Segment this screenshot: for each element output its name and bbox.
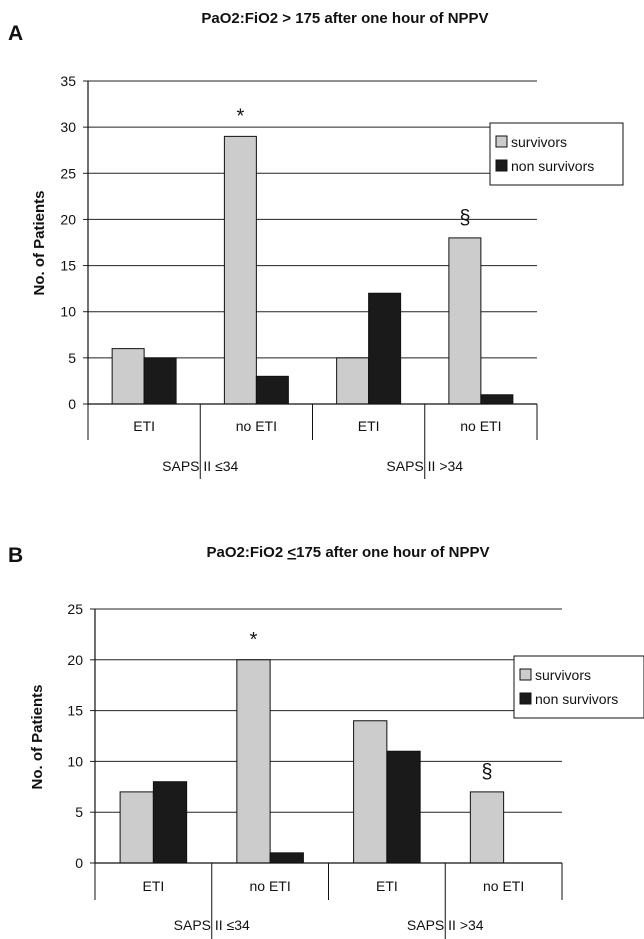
y-tick-label: 5 xyxy=(68,350,76,366)
bars-b xyxy=(119,659,505,864)
bar-survivors xyxy=(336,357,370,405)
y-tick-label: 0 xyxy=(75,855,83,871)
y-tick-label: 25 xyxy=(67,601,83,617)
x-category-label: ETI xyxy=(142,878,164,894)
category-labels-a: ETI no ETI ETI no ETI xyxy=(133,418,501,434)
chart-panel-a: A PaO2:FiO2 > 175 after one hour of NPPV… xyxy=(8,10,624,479)
y-axis-label-b: No. of Patients xyxy=(29,684,46,789)
y-tick-label: 0 xyxy=(68,396,76,412)
legend-swatch xyxy=(519,692,532,705)
legend-label: non survivors xyxy=(535,691,618,707)
y-tick-label: 15 xyxy=(60,258,76,274)
significance-section-mark: § xyxy=(481,761,492,783)
bar-non-survivors xyxy=(480,394,514,405)
legend-swatch xyxy=(495,159,508,172)
x-category-label: ETI xyxy=(376,878,398,894)
x-category-label: no ETI xyxy=(236,418,277,434)
significance-section-mark: § xyxy=(459,207,470,229)
annotations-b: *§ xyxy=(250,629,493,783)
y-tick-label: 10 xyxy=(60,304,76,320)
legend-label: non survivors xyxy=(511,158,594,174)
category-labels-b: ETI no ETI ETI no ETI xyxy=(142,878,524,894)
chart-title-a: PaO2:FiO2 > 175 after one hour of NPPV xyxy=(201,10,488,27)
bar-non-survivors xyxy=(152,781,188,864)
x-group-label: SAPS II >34 xyxy=(407,917,484,933)
x-group-label: SAPS II ≤34 xyxy=(162,458,238,474)
x-category-label: no ETI xyxy=(250,878,291,894)
bar-non-survivors xyxy=(269,852,304,864)
chart-title-b: PaO2:FiO2 <175 after one hour of NPPV xyxy=(207,544,490,561)
bar-survivors xyxy=(119,791,154,864)
legend-a: survivors non survivors xyxy=(489,122,624,186)
legend-box xyxy=(489,122,624,186)
axes-b xyxy=(94,609,563,939)
y-tick-label: 10 xyxy=(67,753,83,769)
y-tick-labels-a: 0 5 10 15 20 25 30 35 xyxy=(60,73,88,412)
y-tick-label: 35 xyxy=(60,73,76,89)
x-category-label: ETI xyxy=(358,418,380,434)
legend-label: survivors xyxy=(535,667,591,683)
bar-survivors xyxy=(469,791,505,864)
y-tick-label: 20 xyxy=(60,211,76,227)
x-category-label: no ETI xyxy=(460,418,501,434)
axes-a xyxy=(87,81,538,479)
y-axis-label-a: No. of Patients xyxy=(31,190,48,295)
bar-non-survivors xyxy=(255,375,289,405)
bar-survivors xyxy=(111,348,145,405)
legend-swatch xyxy=(495,135,508,148)
bar-survivors xyxy=(448,237,482,405)
bar-survivors xyxy=(353,720,388,864)
legend-label: survivors xyxy=(511,134,567,150)
y-tick-label: 15 xyxy=(67,703,83,719)
x-category-label: ETI xyxy=(133,418,155,434)
significance-asterisk: * xyxy=(236,105,244,127)
y-tick-label: 5 xyxy=(75,804,83,820)
bar-non-survivors xyxy=(143,357,177,405)
legend-b: survivors non survivors xyxy=(513,655,644,719)
bar-survivors xyxy=(223,135,257,405)
panel-letter-a: A xyxy=(8,22,23,45)
y-tick-label: 25 xyxy=(60,165,76,181)
group-labels-a: SAPS II ≤34 SAPS II >34 xyxy=(162,458,463,474)
x-category-label: no ETI xyxy=(483,878,524,894)
y-tick-labels-b: 0 5 10 15 20 25 xyxy=(67,601,95,871)
legend-box xyxy=(513,655,644,719)
bar-survivors xyxy=(236,659,271,864)
annotations-a: *§ xyxy=(236,105,470,229)
group-labels-b: SAPS II ≤34 SAPS II >34 xyxy=(174,917,484,933)
panel-letter-b: B xyxy=(8,544,23,567)
bar-non-survivors xyxy=(368,292,402,405)
y-tick-label: 30 xyxy=(60,119,76,135)
x-group-label: SAPS II ≤34 xyxy=(174,917,250,933)
gridlines-a xyxy=(88,80,537,359)
bars-a xyxy=(111,135,514,405)
chart-panel-b: B PaO2:FiO2 <175 after one hour of NPPV … xyxy=(8,544,644,939)
bar-non-survivors xyxy=(386,750,421,864)
y-tick-label: 20 xyxy=(67,652,83,668)
x-group-label: SAPS II >34 xyxy=(386,458,463,474)
significance-asterisk: * xyxy=(250,629,258,651)
legend-swatch xyxy=(519,668,532,681)
